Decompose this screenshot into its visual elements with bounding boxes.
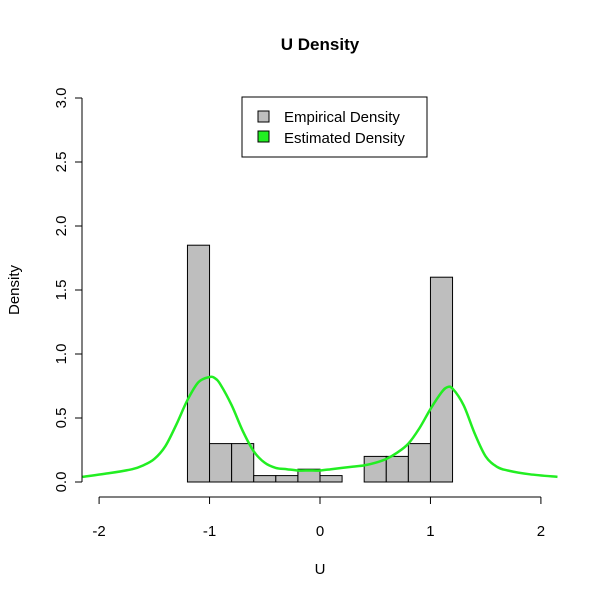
- y-tick-label: 1.0: [53, 344, 70, 365]
- histogram-bar-10: [407, 443, 431, 483]
- legend-label-empirical: Empirical Density: [284, 109, 400, 126]
- y-axis-label: Density: [6, 264, 23, 315]
- histogram-bar-4: [275, 475, 299, 483]
- legend: Empirical Density Estimated Density: [241, 96, 428, 158]
- x-tick-label: -1: [203, 523, 216, 540]
- estimated-density-line: [82, 375, 558, 479]
- y-tick-label: 2.5: [53, 152, 70, 173]
- x-tick-label: 0: [316, 523, 324, 540]
- histogram-bar-11: [429, 276, 454, 483]
- histogram-bar-6: [319, 475, 343, 483]
- legend-swatch-estimated: [257, 130, 270, 143]
- x-axis-label: U: [315, 561, 326, 578]
- histogram-bar-9: [385, 455, 409, 483]
- y-tick-label: 0.5: [53, 408, 70, 429]
- legend-swatch-empirical: [257, 110, 270, 123]
- x-tick-label: 2: [537, 523, 545, 540]
- histogram-bar-0: [186, 244, 211, 483]
- legend-box: [241, 96, 428, 158]
- y-tick-label: 2.0: [53, 216, 70, 237]
- x-axis: -2 -1 0 1 2: [92, 496, 545, 540]
- histogram-bar-2: [231, 443, 255, 483]
- legend-label-estimated: Estimated Density: [284, 130, 405, 147]
- x-tick-label: 1: [426, 523, 434, 540]
- x-tick-label: -2: [92, 523, 105, 540]
- y-tick-label: 1.5: [53, 280, 70, 301]
- y-tick-label: 3.0: [53, 88, 70, 109]
- histogram-bar-3: [253, 475, 277, 483]
- y-axis: 0.0 0.5 1.0 1.5 2.0 2.5 3.0: [53, 88, 83, 493]
- chart-title: U Density: [281, 35, 360, 54]
- histogram-bar-1: [209, 443, 233, 483]
- y-tick-label: 0.0: [53, 472, 70, 493]
- histogram-bars: [186, 244, 454, 483]
